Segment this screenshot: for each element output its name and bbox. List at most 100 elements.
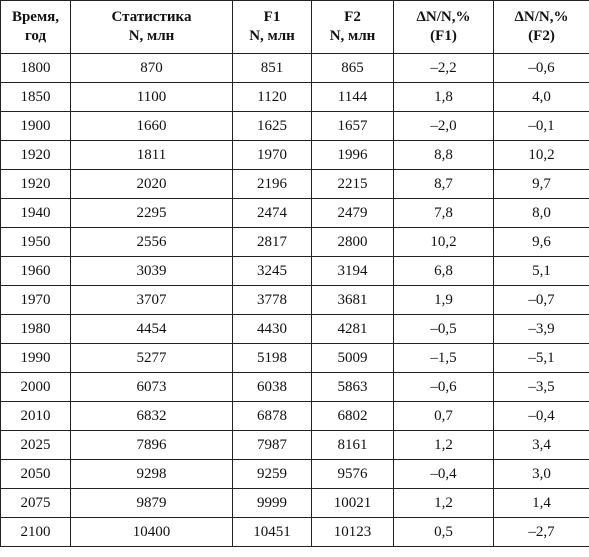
cell-statistics: 3039 — [70, 256, 233, 286]
cell-statistics: 2295 — [70, 198, 233, 228]
cell-delta-f2: 10,2 — [493, 140, 589, 170]
table-row: 2010 6832 6878 6802 0,7 –0,4 — [0, 401, 589, 431]
cell-delta-f1: –0,4 — [393, 459, 494, 489]
cell-year: 1940 — [0, 198, 71, 228]
table-row: 2025 7896 7987 8161 1,2 3,4 — [0, 430, 589, 460]
cell-f1: 9259 — [232, 459, 312, 489]
table-row: 1920 1811 1970 1996 8,8 10,2 — [0, 140, 589, 170]
table-row: 1940 2295 2474 2479 7,8 8,0 — [0, 198, 589, 228]
cell-statistics: 2020 — [70, 169, 233, 199]
cell-year: 1800 — [0, 53, 71, 83]
cell-delta-f2: 9,6 — [493, 227, 589, 257]
cell-f1: 7987 — [232, 430, 312, 460]
cell-statistics: 2556 — [70, 227, 233, 257]
cell-delta-f1: 10,2 — [393, 227, 494, 257]
cell-f2: 4281 — [311, 314, 394, 344]
cell-delta-f1: 6,8 — [393, 256, 494, 286]
cell-year: 1960 — [0, 256, 71, 286]
cell-delta-f2: 3,4 — [493, 430, 589, 460]
cell-f1: 6038 — [232, 372, 312, 402]
cell-f1: 851 — [232, 53, 312, 83]
header-delta-f2: ΔN/N,% (F2) — [493, 0, 589, 54]
cell-delta-f2: 5,1 — [493, 256, 589, 286]
cell-f2: 2800 — [311, 227, 394, 257]
cell-statistics: 6073 — [70, 372, 233, 402]
cell-delta-f2: 9,7 — [493, 169, 589, 199]
cell-delta-f2: –3,9 — [493, 314, 589, 344]
cell-f1: 2817 — [232, 227, 312, 257]
cell-year: 1980 — [0, 314, 71, 344]
cell-f1: 10451 — [232, 517, 312, 547]
cell-f2: 2215 — [311, 169, 394, 199]
cell-year: 2025 — [0, 430, 71, 460]
cell-f1: 9999 — [232, 488, 312, 518]
cell-delta-f1: –0,5 — [393, 314, 494, 344]
cell-f1: 6878 — [232, 401, 312, 431]
table-row: 1970 3707 3778 3681 1,9 –0,7 — [0, 285, 589, 315]
table-row: 2075 9879 9999 10021 1,2 1,4 — [0, 488, 589, 518]
cell-f1: 1970 — [232, 140, 312, 170]
cell-delta-f2: 1,4 — [493, 488, 589, 518]
cell-delta-f1: 8,7 — [393, 169, 494, 199]
cell-f2: 5863 — [311, 372, 394, 402]
cell-f1: 2474 — [232, 198, 312, 228]
cell-delta-f2: –0,7 — [493, 285, 589, 315]
cell-delta-f1: 0,5 — [393, 517, 494, 547]
cell-year: 1920 — [0, 140, 71, 170]
header-statistics: Статистика N, млн — [70, 0, 233, 54]
cell-statistics: 7896 — [70, 430, 233, 460]
cell-f1: 1625 — [232, 111, 312, 141]
cell-delta-f1: –1,5 — [393, 343, 494, 373]
cell-f2: 8161 — [311, 430, 394, 460]
cell-statistics: 1100 — [70, 82, 233, 112]
header-f2: F2 N, млн — [311, 0, 394, 54]
cell-f1: 3245 — [232, 256, 312, 286]
cell-delta-f2: 3,0 — [493, 459, 589, 489]
cell-delta-f1: 1,2 — [393, 488, 494, 518]
cell-statistics: 3707 — [70, 285, 233, 315]
table-row: 1800 870 851 865 –2,2 –0,6 — [0, 53, 589, 83]
cell-f2: 9576 — [311, 459, 394, 489]
cell-delta-f1: 1,2 — [393, 430, 494, 460]
cell-delta-f1: –2,0 — [393, 111, 494, 141]
cell-statistics: 870 — [70, 53, 233, 83]
cell-delta-f2: –3,5 — [493, 372, 589, 402]
table-row: 2100 10400 10451 10123 0,5 –2,7 — [0, 517, 589, 547]
cell-delta-f1: 7,8 — [393, 198, 494, 228]
cell-year: 2050 — [0, 459, 71, 489]
table-row: 1950 2556 2817 2800 10,2 9,6 — [0, 227, 589, 257]
cell-f2: 3681 — [311, 285, 394, 315]
header-year: Время, год — [0, 0, 71, 54]
cell-statistics: 9879 — [70, 488, 233, 518]
cell-delta-f1: 8,8 — [393, 140, 494, 170]
cell-year: 2000 — [0, 372, 71, 402]
cell-year: 2010 — [0, 401, 71, 431]
table-row: 2000 6073 6038 5863 –0,6 –3,5 — [0, 372, 589, 402]
header-delta-f1: ΔN/N,% (F1) — [393, 0, 494, 54]
cell-delta-f1: 0,7 — [393, 401, 494, 431]
cell-f2: 3194 — [311, 256, 394, 286]
cell-f1: 3778 — [232, 285, 312, 315]
cell-delta-f2: –0,4 — [493, 401, 589, 431]
header-f1: F1 N, млн — [232, 0, 312, 54]
table-row: 1980 4454 4430 4281 –0,5 –3,9 — [0, 314, 589, 344]
cell-year: 1920 — [0, 169, 71, 199]
cell-year: 1950 — [0, 227, 71, 257]
cell-delta-f2: 8,0 — [493, 198, 589, 228]
table-row: 2050 9298 9259 9576 –0,4 3,0 — [0, 459, 589, 489]
cell-f2: 10123 — [311, 517, 394, 547]
cell-statistics: 5277 — [70, 343, 233, 373]
cell-f1: 1120 — [232, 82, 312, 112]
cell-year: 1900 — [0, 111, 71, 141]
cell-statistics: 1811 — [70, 140, 233, 170]
cell-delta-f1: 1,9 — [393, 285, 494, 315]
cell-f2: 5009 — [311, 343, 394, 373]
table-row: 1850 1100 1120 1144 1,8 4,0 — [0, 82, 589, 112]
cell-year: 1970 — [0, 285, 71, 315]
cell-delta-f1: –0,6 — [393, 372, 494, 402]
cell-year: 2100 — [0, 517, 71, 547]
table-row: 1960 3039 3245 3194 6,8 5,1 — [0, 256, 589, 286]
cell-f1: 2196 — [232, 169, 312, 199]
cell-delta-f2: –0,6 — [493, 53, 589, 83]
